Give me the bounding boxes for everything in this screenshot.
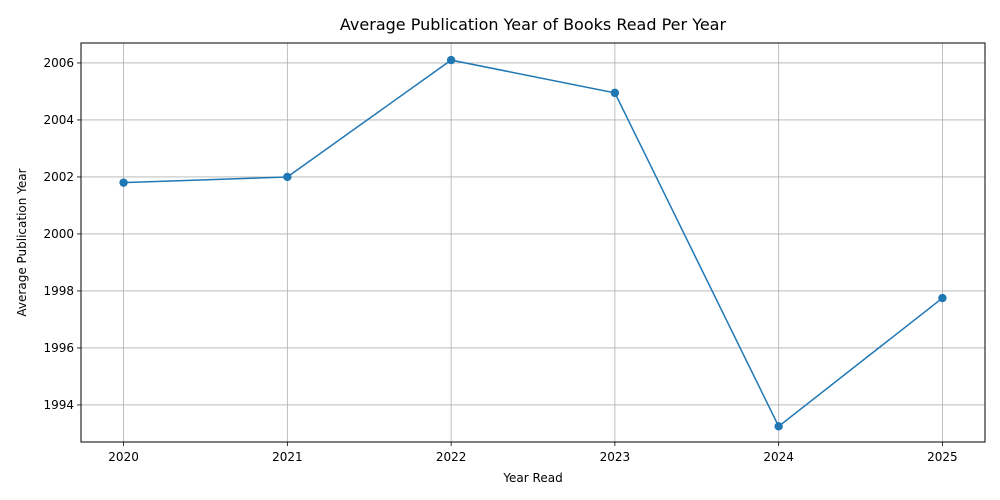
data-point xyxy=(119,178,128,187)
y-tick-label: 1994 xyxy=(43,398,74,412)
x-tick-label: 2022 xyxy=(436,450,467,464)
y-tick-label: 1996 xyxy=(43,341,74,355)
y-tick-label: 2006 xyxy=(43,56,74,70)
y-tick-label: 2002 xyxy=(43,170,74,184)
series-line xyxy=(123,59,943,428)
x-axis-ticks: 2020 2021 2022 2023 2024 2025 xyxy=(108,442,958,464)
x-tick-label: 2023 xyxy=(600,450,631,464)
x-tick-label: 2024 xyxy=(763,450,794,464)
grid xyxy=(81,43,985,442)
x-tick-label: 2021 xyxy=(272,450,303,464)
x-tick-label: 2020 xyxy=(108,450,139,464)
x-tick-label: 2025 xyxy=(927,450,958,464)
y-tick-label: 2004 xyxy=(43,113,74,127)
y-axis-label: Average Publication Year xyxy=(15,168,29,316)
plot-frame xyxy=(80,42,986,443)
chart-title: Average Publication Year of Books Read P… xyxy=(340,15,727,34)
x-axis-label: Year Read xyxy=(502,471,562,485)
y-tick-label: 1998 xyxy=(43,284,74,298)
series-layer xyxy=(119,55,947,431)
data-point xyxy=(610,88,620,98)
data-point xyxy=(283,172,292,182)
data-point xyxy=(774,422,783,431)
y-axis-ticks: 1994 1996 1998 2000 2002 2004 2006 xyxy=(43,56,81,412)
data-point xyxy=(446,55,456,65)
data-point xyxy=(938,293,947,303)
y-tick-label: 2000 xyxy=(43,227,74,241)
